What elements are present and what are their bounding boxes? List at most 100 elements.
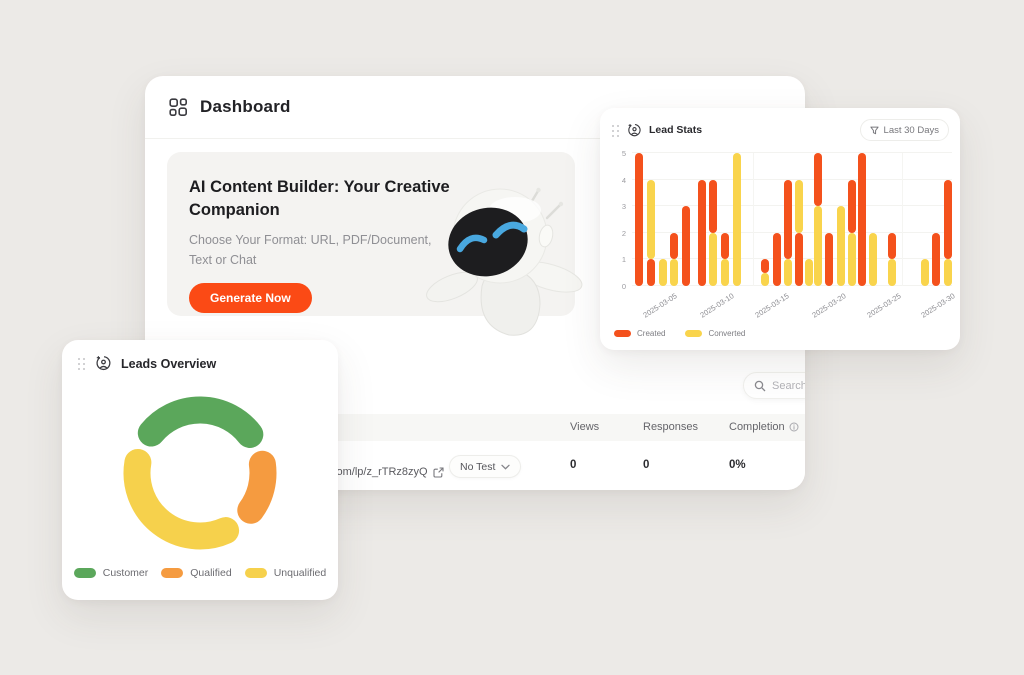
bar-segment-created [784, 179, 792, 260]
bar-segment-created [698, 179, 706, 286]
search-icon [754, 380, 766, 392]
lead-stats-header: Lead Stats Last 30 Days [611, 119, 949, 141]
bar-segment-created [888, 232, 896, 260]
bar-segment-created [670, 232, 678, 260]
test-dropdown[interactable]: No Test [449, 455, 522, 478]
x-tick-label: 2025-03-25 [865, 291, 903, 320]
views-value: 0 [570, 459, 577, 471]
bar-segment-created [795, 232, 803, 286]
legend-swatch [244, 568, 267, 578]
responses-value: 0 [643, 459, 650, 471]
bar-segment-created [647, 259, 655, 286]
legend-swatch [614, 330, 631, 337]
bar-segment-converted [784, 259, 792, 286]
bar-segment-converted [721, 259, 729, 286]
bar-segment-converted [805, 259, 813, 286]
landing-page-url: com/lp/z_rTRz8zyQ [331, 466, 428, 478]
bar-segment-converted [837, 206, 845, 286]
bar-segment-created [814, 153, 822, 207]
lead-stats-card: Lead Stats Last 30 Days 0 1 2 3 4 5 2025-03-0… [600, 108, 960, 350]
bar-segment-converted [795, 179, 803, 233]
legend-item-unqualified: Unqualified [244, 567, 327, 579]
legend-swatch [161, 568, 184, 578]
gridline [632, 178, 952, 180]
bar-segment-created [825, 232, 833, 286]
completion-value: 0% [729, 459, 746, 471]
gridline [632, 285, 952, 286]
info-icon [789, 422, 799, 432]
legend-label: Unqualified [273, 567, 327, 579]
bar-segment-converted [888, 259, 896, 286]
y-tick-label: 5 [621, 149, 626, 158]
bar-segment-converted [761, 272, 769, 286]
legend-item-created: Created [614, 329, 665, 338]
external-link-icon[interactable] [433, 466, 444, 478]
hero-heading: AI Content Builder: Your Creative Compan… [189, 178, 450, 220]
page-title: Dashboard [200, 97, 291, 116]
bar-segment-converted [659, 259, 667, 286]
donut-segment-customer [137, 396, 264, 448]
bar-segment-created [858, 153, 866, 286]
bar-segment-converted [869, 232, 877, 286]
lead-stats-title: Lead Stats [649, 124, 703, 136]
y-tick-label: 2 [621, 228, 626, 238]
legend-label: Qualified [190, 567, 232, 579]
funnel-icon [869, 126, 879, 135]
drag-handle-icon[interactable] [611, 124, 620, 137]
donut-legend: Customer Qualified Unqualified [62, 567, 338, 579]
generate-now-button[interactable]: Generate Now [189, 282, 312, 313]
bar-segment-created [682, 206, 690, 286]
legend-swatch [73, 568, 96, 578]
dashboard-grid-icon [168, 97, 189, 118]
bar-segment-converted [709, 232, 717, 286]
legend-item-qualified: Qualified [161, 567, 232, 579]
legend-item-customer: Customer [73, 567, 149, 579]
bar-segment-converted [733, 153, 741, 286]
bar-segment-created [635, 153, 643, 286]
leads-overview-icon [95, 355, 112, 372]
bar-segment-created [944, 179, 952, 260]
y-tick-label: 4 [621, 175, 626, 185]
y-tick-label: 0 [621, 282, 626, 291]
gridline [632, 205, 952, 207]
legend-label: Converted [708, 329, 746, 338]
gridline [902, 153, 903, 286]
search-input[interactable] [772, 379, 805, 392]
gridline [632, 152, 952, 153]
landing-page-link[interactable]: com/lp/z_rTRz8zyQ [331, 466, 444, 478]
column-header-completion: Completion [729, 421, 799, 433]
dashboard-header: Dashboard [145, 76, 805, 139]
bar-segment-created [721, 232, 729, 260]
leads-donut-chart [120, 393, 280, 553]
leads-overview-header: Leads Overview [77, 355, 216, 372]
bar-segment-converted [848, 232, 856, 286]
search-box[interactable] [743, 372, 805, 399]
hero-banner: AI Content Builder: Your Creative Compan… [167, 152, 575, 316]
bar-segment-created [932, 232, 940, 286]
x-tick-label: 2025-03-15 [753, 291, 791, 320]
leads-overview-card: Leads Overview Customer Qualified Unqualif… [62, 340, 338, 600]
column-header-views: Views [570, 421, 600, 433]
hero-subheading: Choose Your Format: URL, PDF/Document, T… [189, 233, 432, 267]
bar-segment-created [848, 179, 856, 233]
gridline [753, 153, 754, 286]
legend-label: Customer [102, 567, 149, 579]
chevron-down-icon [501, 464, 511, 470]
x-tick-label: 2025-03-10 [698, 291, 736, 320]
y-tick-label: 1 [621, 255, 626, 265]
legend-label: Created [637, 329, 666, 338]
bar-segment-created [773, 232, 781, 286]
legend-item-converted: Converted [685, 329, 745, 338]
x-tick-label: 2025-03-05 [641, 291, 679, 320]
gridline [632, 231, 952, 233]
drag-handle-icon[interactable] [77, 357, 86, 370]
y-tick-label: 3 [621, 202, 626, 212]
bar-segment-converted [921, 259, 929, 286]
leads-overview-title: Leads Overview [121, 356, 217, 371]
donut-segment-unqualified [123, 448, 240, 550]
gridline [632, 258, 952, 260]
x-tick-label: 2025-03-20 [810, 291, 848, 320]
column-header-responses: Responses [643, 421, 699, 433]
bar-segment-converted [944, 259, 952, 286]
date-range-filter[interactable]: Last 30 Days [859, 119, 949, 141]
